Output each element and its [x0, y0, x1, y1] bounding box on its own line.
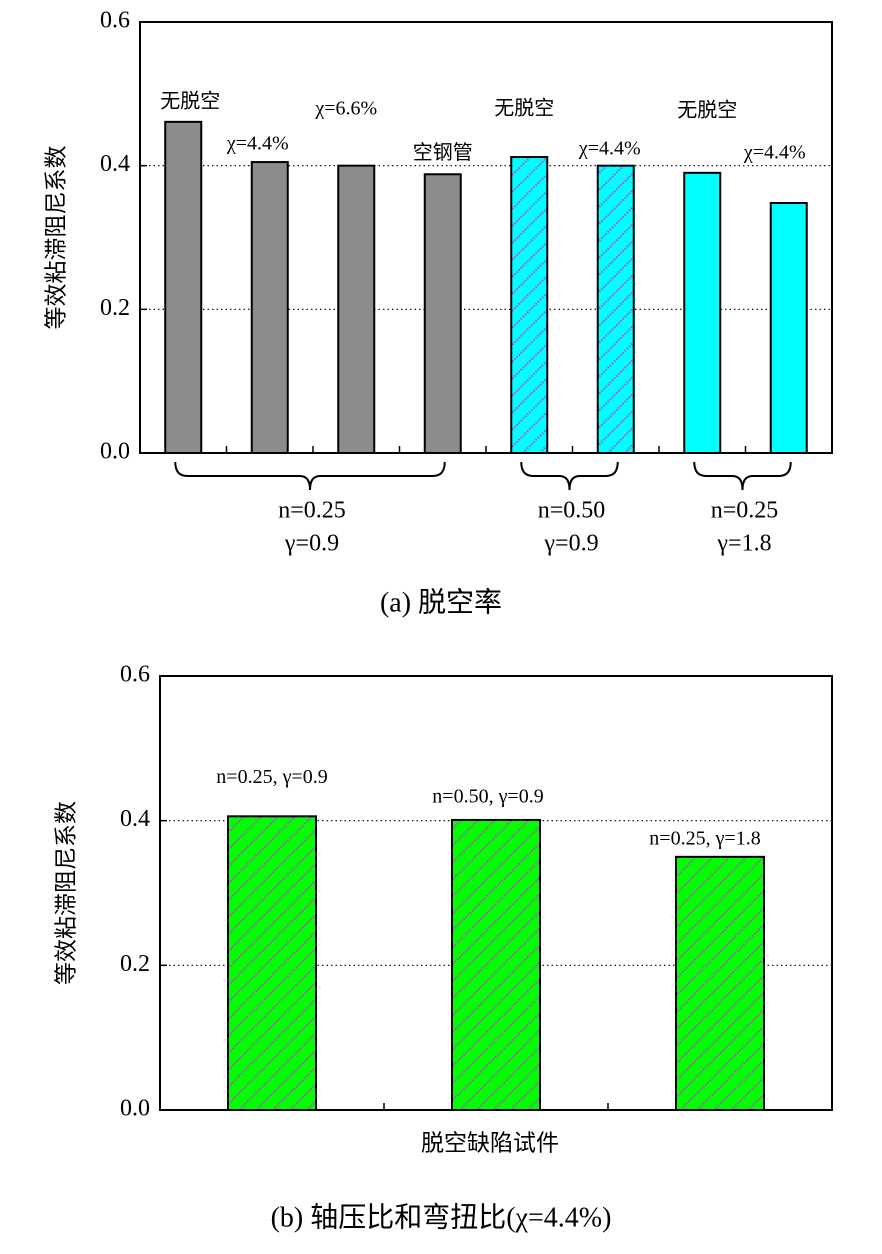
group-brace — [174, 461, 446, 491]
group-label: n=0.50 — [538, 498, 606, 524]
bar-annotation: n=0.25, γ=0.9 — [216, 766, 327, 788]
x-axis-label: 脱空缺陷试件 — [421, 1130, 559, 1155]
bar-annotation: χ=4.4% — [743, 142, 806, 164]
bar-annotation: 无脱空 — [160, 89, 220, 112]
group-brace — [520, 461, 619, 491]
caption: (a) 脱空率 — [380, 586, 502, 618]
group-label: γ=1.8 — [716, 531, 771, 557]
y-tick-label: 0.6 — [120, 662, 150, 688]
bar-annotation: 无脱空 — [677, 98, 737, 121]
bar — [423, 173, 462, 455]
y-axis-label: 等效粘滞阻尼系数 — [53, 801, 78, 985]
group-label: γ=0.9 — [543, 531, 598, 557]
bar — [769, 202, 808, 454]
y-tick-label: 0.6 — [100, 8, 130, 34]
y-tick-label: 0.4 — [100, 151, 130, 177]
bar — [250, 161, 289, 454]
y-tick-label: 0.4 — [120, 806, 150, 832]
bar-annotation: 空钢管 — [413, 141, 473, 164]
group-brace — [693, 461, 792, 491]
bar — [596, 164, 635, 455]
plot-frame — [159, 675, 833, 1111]
y-tick-label: 0.0 — [120, 1096, 150, 1122]
bar-annotation: χ=4.4% — [578, 137, 641, 159]
y-tick-label: 0.2 — [120, 951, 150, 977]
y-axis-label: 等效粘滞阻尼系数 — [43, 146, 68, 330]
bar — [675, 855, 765, 1111]
bar-annotation: χ=4.4% — [226, 133, 289, 155]
plot-frame — [139, 21, 833, 454]
bar-annotation: n=0.50, γ=0.9 — [432, 786, 543, 808]
bar — [683, 171, 722, 454]
bar-annotation: χ=6.6% — [314, 97, 377, 119]
bar — [227, 815, 317, 1111]
bar — [451, 818, 541, 1112]
bar-annotation: n=0.25, γ=1.8 — [649, 827, 760, 849]
bar — [337, 164, 376, 455]
y-tick-label: 0.2 — [100, 295, 130, 321]
bar — [510, 156, 549, 454]
group-label: n=0.25 — [711, 498, 779, 524]
group-label: n=0.25 — [278, 498, 346, 524]
group-label: γ=0.9 — [284, 531, 339, 557]
bar-annotation: 无脱空 — [494, 97, 554, 120]
y-tick-label: 0.0 — [100, 439, 130, 465]
bar — [164, 120, 203, 455]
caption: (b) 轴压比和弯扭比(χ=4.4%) — [271, 1201, 612, 1233]
